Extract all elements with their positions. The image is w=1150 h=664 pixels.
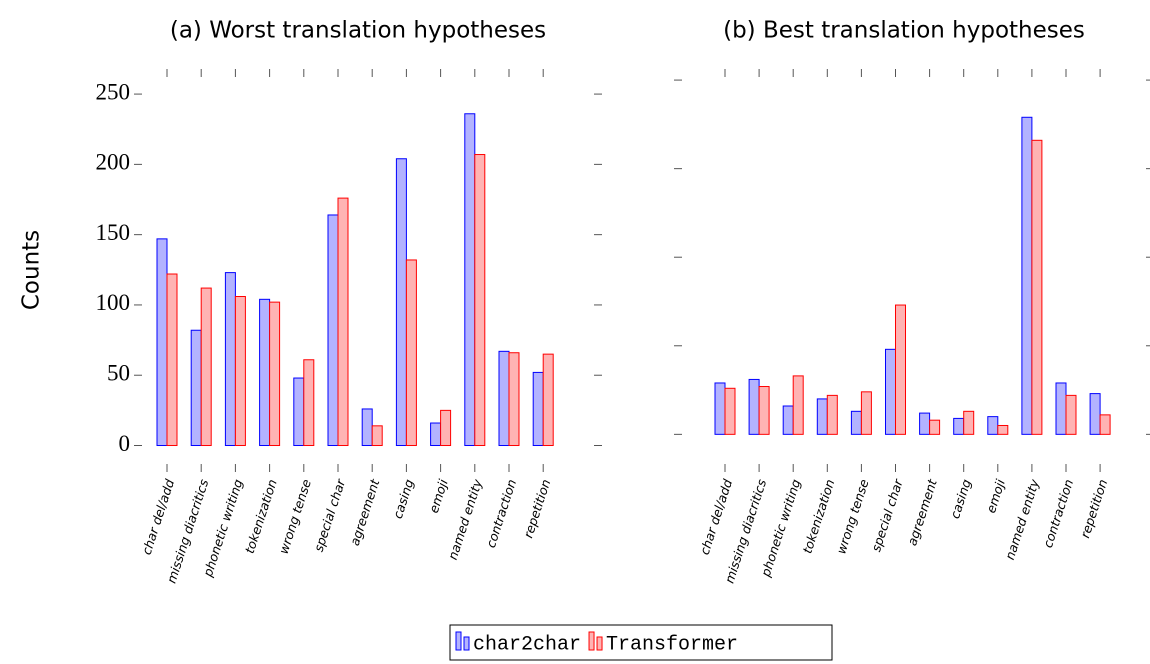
bar (782, 405, 794, 435)
bar (405, 259, 417, 447)
bar (1099, 414, 1111, 435)
x-tick-label: named entity (1002, 477, 1042, 562)
x-tick-label: char del/add (139, 477, 178, 556)
bar (224, 272, 236, 447)
x-tick-label: agreement (904, 476, 940, 547)
bar (826, 394, 838, 435)
bar (474, 154, 486, 447)
x-tick-label: special char (868, 477, 906, 554)
y-tick-label: 150 (96, 220, 131, 245)
legend-label: Transformer (606, 633, 738, 656)
bar (395, 158, 407, 447)
bar (269, 301, 281, 447)
chart-title: (a) Worst translation hypotheses (170, 18, 546, 44)
bar (895, 304, 906, 435)
legend-box (449, 624, 833, 661)
bar (190, 329, 202, 447)
bar (850, 410, 862, 435)
y-tick-label: 250 (96, 79, 131, 104)
bar (498, 350, 510, 447)
x-tick-label: tokenization (242, 477, 280, 555)
x-tick-label: agreement (347, 476, 383, 547)
bar (997, 424, 1009, 435)
bar (748, 378, 760, 435)
x-tick-label: emoji (983, 477, 1008, 515)
bar (508, 352, 520, 447)
bar (464, 113, 476, 447)
legend-swatch (455, 631, 462, 651)
x-tick-label: tokenization (799, 477, 837, 555)
x-tick-label: contraction (1040, 477, 1076, 549)
legend-label: char2char (473, 633, 581, 656)
legend-swatch (596, 636, 603, 651)
x-tick-label: casing (947, 477, 974, 520)
bar (200, 287, 212, 447)
legend-swatch (588, 631, 595, 651)
bar (361, 408, 373, 447)
x-tick-label: repetition (1077, 477, 1110, 540)
bar (440, 409, 452, 447)
bar (885, 348, 896, 435)
y-tick-label: 200 (96, 150, 131, 175)
x-tick-label: contraction (483, 477, 519, 549)
bar (293, 377, 305, 447)
x-tick-label: char del/add (697, 477, 736, 556)
y-tick-label: 100 (96, 290, 131, 315)
bar (166, 273, 178, 447)
x-tick-label: named entity (445, 477, 485, 562)
x-tick-label: repetition (520, 477, 553, 540)
bar (816, 398, 828, 435)
bar (542, 353, 554, 447)
bar (792, 375, 804, 435)
bar (234, 296, 246, 447)
y-axis-label: Counts (19, 230, 45, 310)
legend: char2char Transformer (449, 624, 833, 661)
bar (1021, 116, 1033, 435)
legend-swatch (463, 636, 470, 651)
bar (1031, 139, 1043, 435)
y-tick-label: 0 (119, 431, 131, 456)
x-tick-label: special char (311, 477, 349, 554)
bar (963, 410, 975, 435)
bar (532, 371, 544, 447)
x-tick-label: wrong tense (833, 477, 871, 556)
bar (758, 386, 770, 435)
bar (371, 425, 383, 447)
x-tick-label: wrong tense (276, 477, 314, 556)
x-tick-label: casing (390, 477, 417, 520)
bar (337, 197, 349, 447)
bar (953, 417, 965, 435)
bar (714, 382, 726, 435)
y-tick-label: 50 (107, 361, 130, 386)
bar (327, 214, 339, 447)
bar (987, 416, 999, 435)
bar (1065, 394, 1077, 435)
chart-title: (b) Best translation hypotheses (723, 18, 1085, 44)
x-tick-label: emoji (426, 477, 451, 515)
bar (1055, 382, 1067, 435)
bar (929, 419, 941, 435)
bar (156, 238, 168, 447)
bar (259, 298, 271, 447)
bar (430, 422, 442, 447)
bar (860, 391, 872, 435)
bar (1089, 393, 1101, 435)
bar (919, 412, 931, 435)
bar (724, 387, 736, 435)
bar (303, 359, 315, 447)
